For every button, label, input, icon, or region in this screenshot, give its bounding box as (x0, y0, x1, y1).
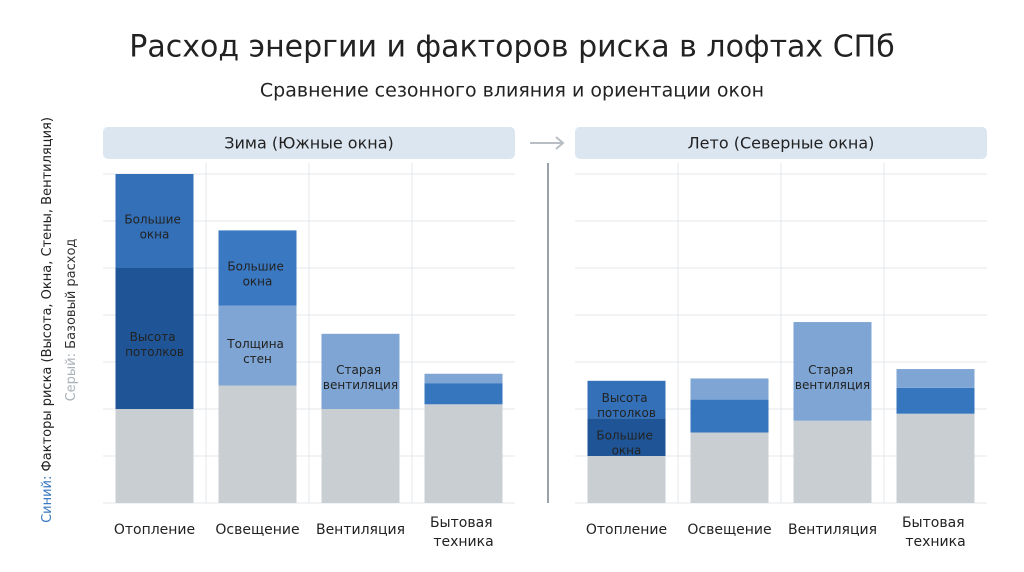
x-tick-label: Отопление (114, 522, 195, 538)
bar-segment (587, 456, 666, 503)
bar-segment (424, 404, 503, 503)
bar-segment (115, 268, 194, 409)
legend: Синий: Факторы риска (Высота, Окна, Стен… (40, 117, 79, 523)
bar-segment (218, 305, 297, 386)
bar-segment (793, 420, 872, 503)
segment-label: Высота потолков (125, 330, 184, 359)
legend-text: Факторы риска (Высота, Окна, Стены, Вент… (40, 117, 55, 471)
bar-segment (690, 378, 769, 400)
legend-text: Базовый расход (64, 239, 79, 349)
bar-segment (690, 399, 769, 433)
segment-label: Старая вентиляция (323, 362, 398, 391)
bar-segment (115, 174, 194, 268)
legend-key: Серый: (64, 353, 79, 401)
segment-label: Большие окна (227, 259, 287, 288)
legend-entry: Синий: Факторы риска (Высота, Окна, Стен… (40, 117, 55, 523)
bar-segment (793, 322, 872, 421)
bar-segment (896, 387, 975, 414)
x-tick-label: Бытовая техника (430, 515, 497, 550)
chart-subtitle: Сравнение сезонного влияния и ориентации… (260, 80, 764, 102)
x-tick-label: Освещение (687, 522, 771, 538)
segment-label: Старая вентиляция (795, 362, 870, 391)
segment-label: Большие окна (124, 212, 184, 241)
bar-segment (424, 373, 503, 384)
x-tick-label: Вентиляция (788, 522, 877, 538)
bar-segment (896, 369, 975, 388)
x-tick-label: Отопление (586, 522, 667, 538)
bar-segment (321, 409, 400, 503)
bar-segment (424, 383, 503, 405)
panel-title: Лето (Северные окна) (688, 134, 875, 153)
panel-header (575, 127, 987, 159)
bar-segment (896, 413, 975, 503)
arrow (530, 136, 565, 150)
x-tick-label: Освещение (215, 522, 299, 538)
bar-segment (587, 380, 666, 419)
bar-segment (321, 333, 400, 409)
bar-segment (218, 230, 297, 306)
bar-segment (690, 432, 769, 503)
segment-label: Большие окна (596, 428, 656, 457)
legend-key: Синий: (40, 476, 55, 523)
bar-segment (587, 418, 666, 456)
segment-label: Высота потолков (597, 391, 656, 420)
bar-segment (115, 409, 194, 503)
x-tick-label: Бытовая техника (902, 515, 969, 550)
panel-title: Зима (Южные окна) (224, 134, 394, 153)
segment-label: Толщина стен (226, 337, 287, 366)
bar-segment (218, 385, 297, 503)
legend-entry: Серый: Базовый расход (64, 239, 79, 402)
chart-title: Расход энергии и факторов риска в лофтах… (129, 30, 894, 65)
panel-header (103, 127, 515, 159)
x-tick-label: Вентиляция (316, 522, 405, 538)
